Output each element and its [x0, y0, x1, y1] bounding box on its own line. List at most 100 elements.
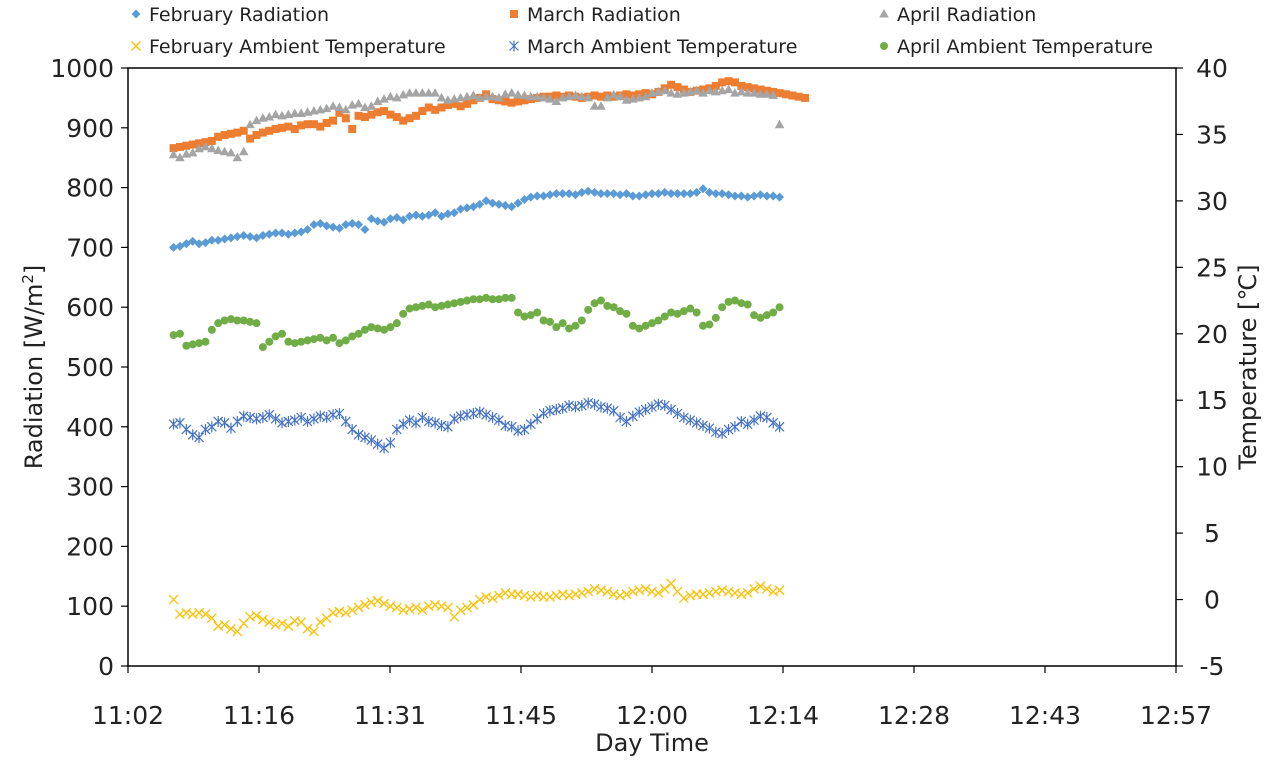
data-point: [251, 610, 262, 621]
left-tick-label: 300: [66, 473, 114, 502]
data-point: [487, 91, 498, 101]
data-point: [417, 605, 428, 616]
data-point: [296, 411, 307, 423]
data-point: [678, 593, 689, 604]
x-tick-label: 12:00: [616, 701, 688, 730]
right-tick-label: 40: [1196, 54, 1228, 83]
data-point: [609, 303, 618, 312]
data-point: [577, 187, 587, 197]
data-point: [308, 626, 319, 637]
data-point: [278, 123, 287, 132]
x-tick-label: 12:14: [747, 701, 819, 730]
data-point: [316, 122, 325, 131]
data-point: [405, 304, 414, 313]
data-point: [539, 191, 549, 201]
data-point: [169, 144, 178, 153]
data-point: [430, 208, 440, 218]
legend-marker: [131, 9, 141, 19]
data-point: [334, 223, 344, 233]
data-point: [501, 293, 510, 302]
data-point: [200, 423, 211, 435]
data-point: [232, 232, 242, 242]
data-point: [289, 615, 300, 626]
data-point: [348, 332, 357, 341]
data-point: [481, 91, 491, 101]
data-point: [551, 590, 562, 601]
data-point: [519, 90, 530, 100]
data-point: [424, 103, 433, 112]
data-point: [704, 422, 715, 434]
data-point: [463, 99, 472, 108]
data-point: [187, 429, 198, 441]
data-point: [627, 410, 638, 422]
data-point: [673, 309, 682, 318]
data-point: [710, 586, 721, 597]
data-point: [494, 199, 504, 209]
data-point: [436, 601, 447, 612]
data-point: [647, 189, 657, 199]
data-point: [667, 308, 676, 317]
data-point: [596, 401, 606, 413]
data-point: [545, 317, 554, 326]
data-point: [297, 337, 306, 346]
data-point: [718, 78, 727, 87]
data-point: [334, 606, 345, 617]
left-tick-label: 0: [98, 652, 114, 681]
data-point: [238, 146, 249, 156]
data-point: [418, 301, 427, 310]
data-point: [679, 307, 688, 316]
data-point: [468, 408, 479, 420]
legend-item-february-radiation: February Radiation: [131, 4, 329, 26]
data-point: [532, 413, 543, 425]
data-point: [360, 431, 370, 443]
data-point: [487, 593, 498, 604]
data-point: [532, 590, 543, 601]
data-point: [309, 120, 318, 129]
data-point: [347, 605, 358, 616]
data-point: [322, 221, 332, 231]
data-point: [238, 410, 249, 422]
data-point: [456, 297, 465, 306]
data-point: [666, 404, 677, 416]
data-point: [321, 411, 332, 423]
data-point: [525, 91, 536, 101]
data-point: [219, 146, 230, 156]
data-point: [328, 409, 338, 421]
series-february-ambient-temperature: [168, 578, 785, 637]
data-point: [616, 307, 625, 316]
data-point: [774, 585, 785, 596]
data-point: [755, 190, 765, 200]
data-point: [316, 333, 325, 342]
data-point: [405, 114, 414, 123]
data-point: [213, 621, 224, 632]
data-point: [801, 93, 810, 102]
data-point: [768, 191, 778, 201]
left-axis-label: Radiation [W/m2]: [19, 265, 48, 470]
data-point: [724, 77, 733, 86]
data-point: [431, 303, 440, 312]
data-point: [430, 417, 441, 429]
data-point: [622, 309, 631, 318]
legend: February Radiation March Radiation April R…: [131, 4, 1153, 58]
data-point: [698, 184, 708, 194]
data-point: [685, 414, 696, 426]
legend-marker: [879, 9, 889, 18]
data-point: [775, 89, 784, 98]
data-point: [265, 337, 274, 346]
data-point: [373, 324, 382, 333]
data-point: [399, 309, 408, 318]
data-point: [704, 85, 715, 95]
data-point: [488, 198, 498, 208]
data-point: [545, 94, 555, 103]
data-point: [557, 402, 568, 414]
data-point: [557, 589, 568, 600]
data-point: [493, 590, 504, 601]
data-point: [303, 224, 313, 234]
data-point: [576, 400, 587, 412]
data-point: [679, 189, 689, 199]
data-point: [750, 311, 759, 320]
x-tick-label: 12:57: [1140, 701, 1212, 730]
data-point: [359, 599, 370, 610]
data-point: [589, 583, 600, 594]
data-point: [692, 308, 701, 317]
